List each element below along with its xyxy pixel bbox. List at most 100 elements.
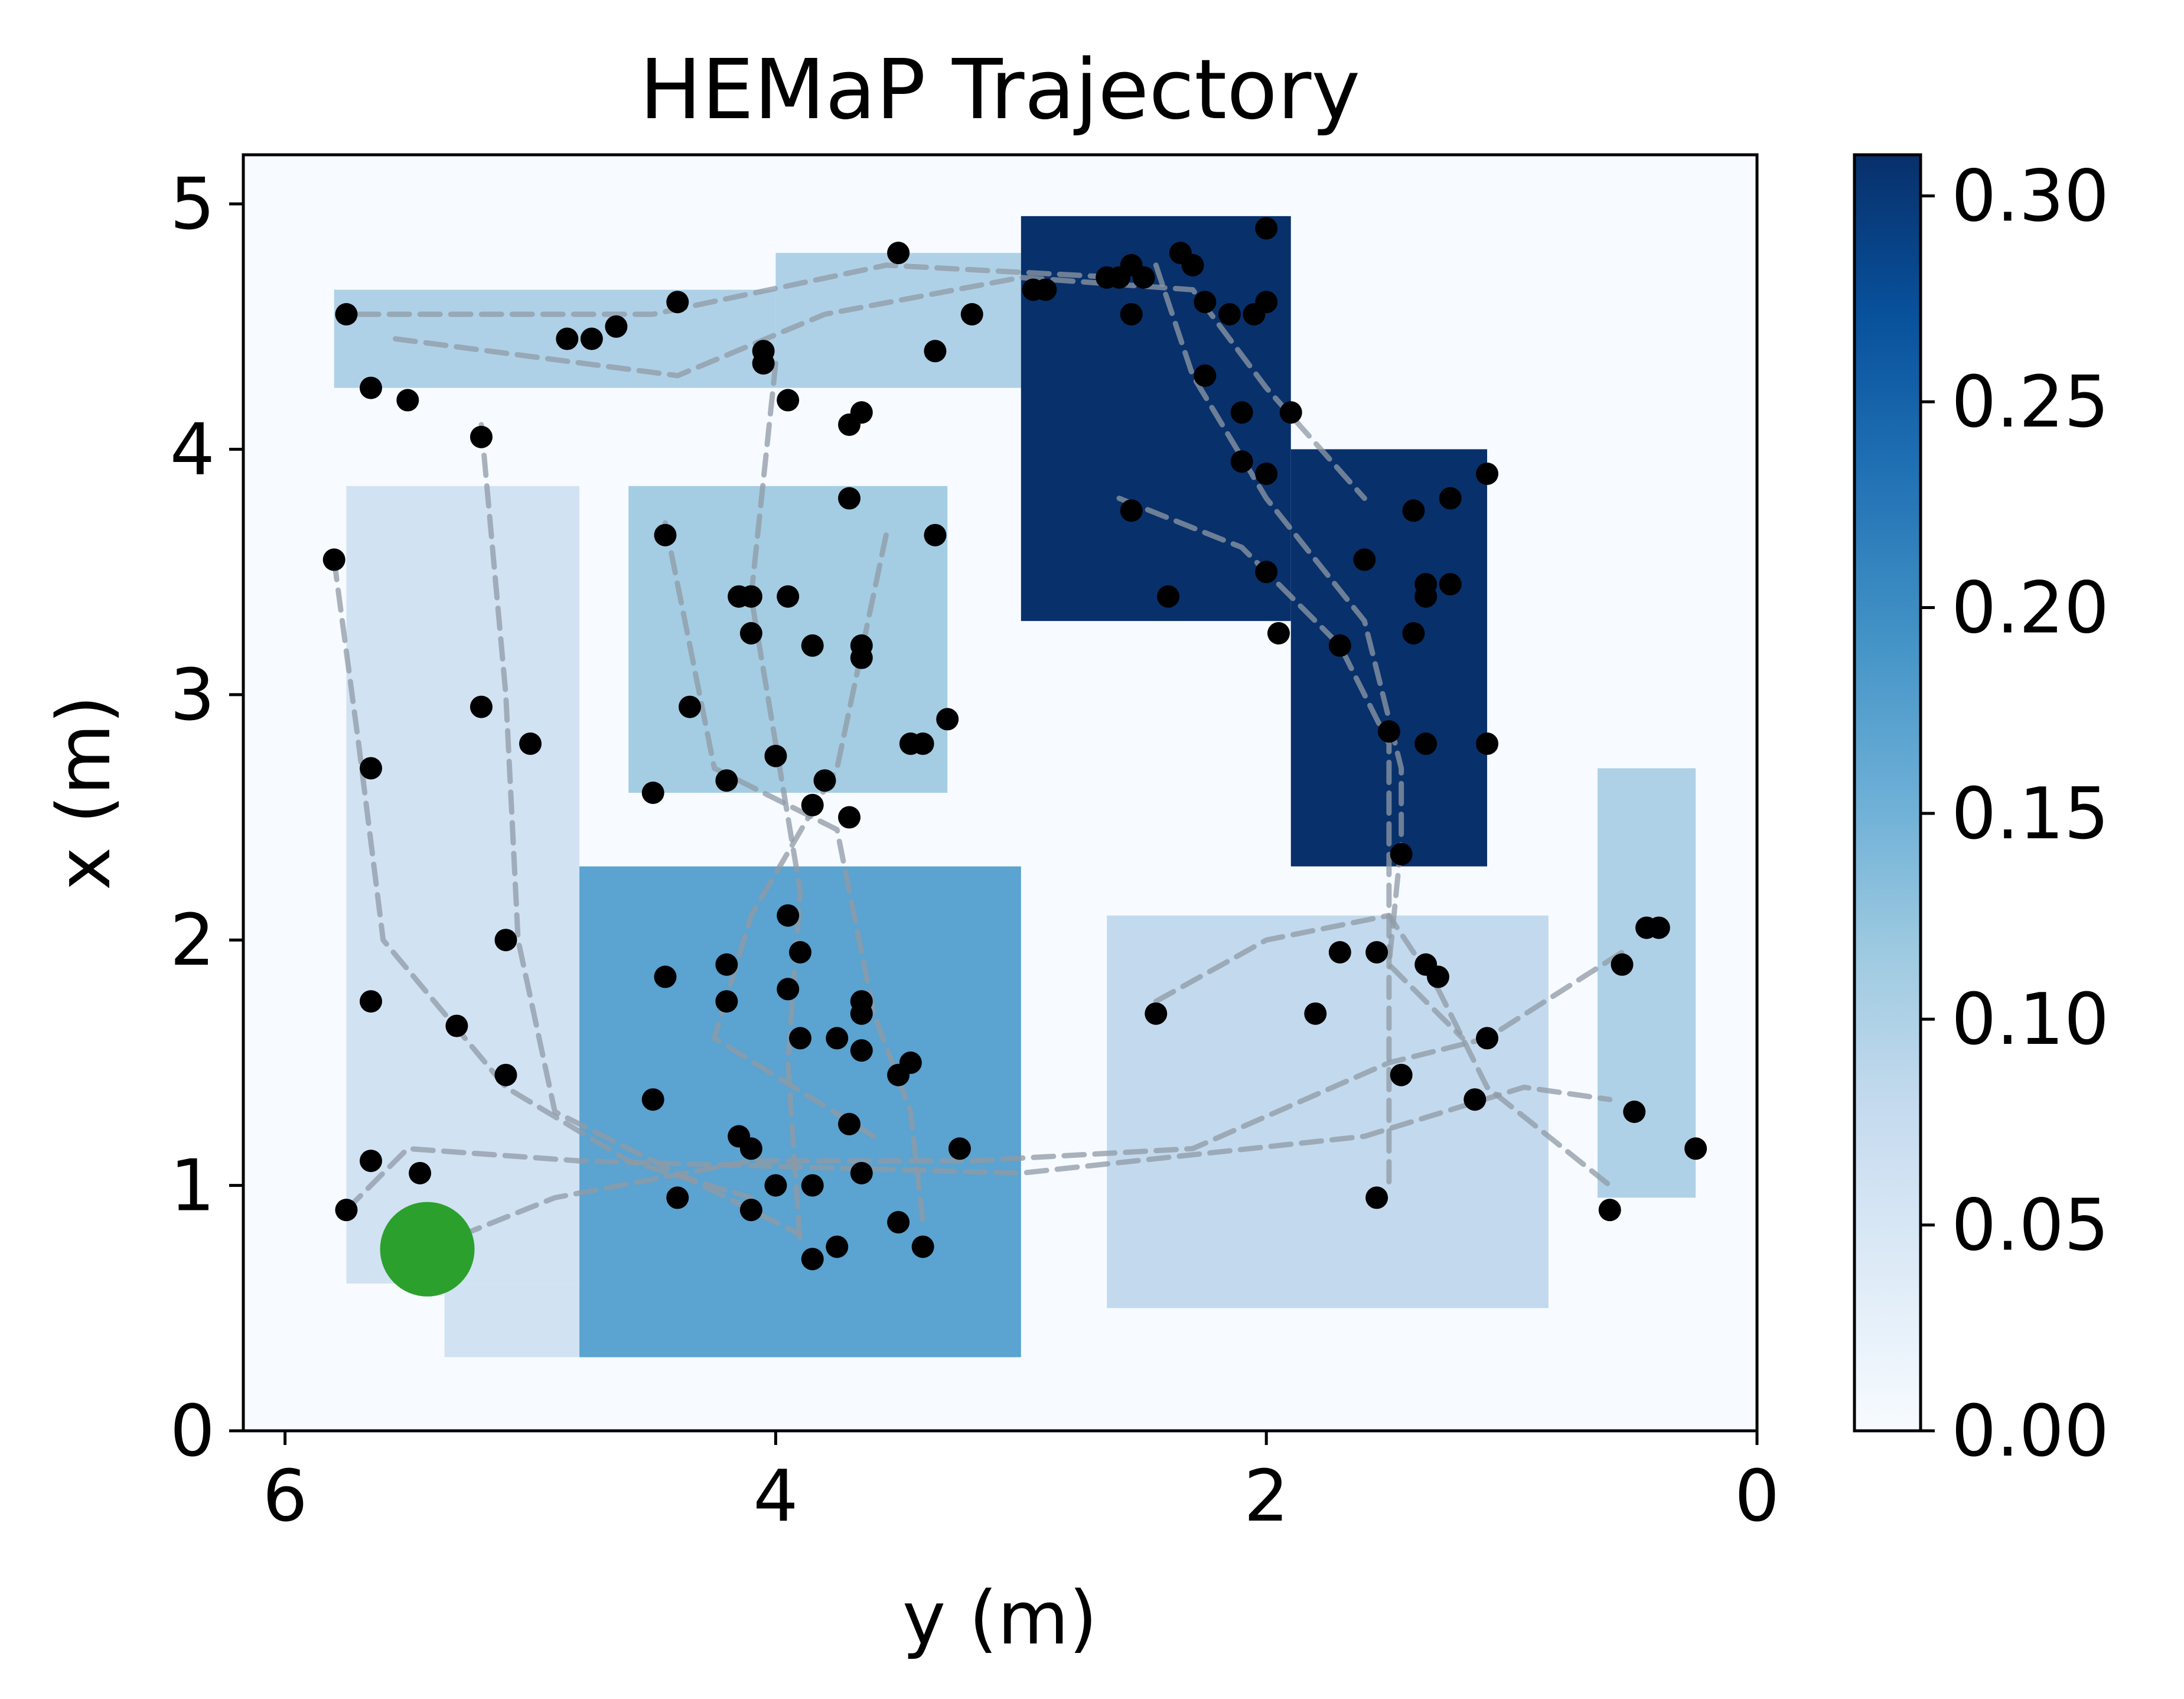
waypoint-marker: [494, 929, 517, 952]
plot-frame: [242, 153, 1759, 1433]
waypoint-marker: [1611, 953, 1634, 976]
waypoint-marker: [1390, 842, 1413, 865]
waypoint-marker: [1623, 1101, 1646, 1123]
waypoint-marker: [752, 352, 775, 375]
waypoint-marker: [1476, 463, 1499, 485]
waypoint-marker: [445, 1014, 468, 1037]
waypoint-marker: [1414, 585, 1437, 608]
waypoint-marker: [519, 732, 542, 755]
waypoint-marker: [887, 242, 910, 265]
waypoint-marker: [850, 401, 873, 424]
waypoint-marker: [826, 1027, 849, 1050]
waypoint-marker: [556, 327, 579, 350]
waypoint-marker: [850, 646, 873, 669]
waypoint-marker: [1218, 303, 1241, 326]
waypoint-marker: [887, 1210, 910, 1233]
waypoint-marker: [666, 1186, 689, 1209]
waypoint-marker: [396, 389, 419, 412]
waypoint-marker: [1402, 499, 1425, 522]
x-tick-label: 4: [753, 1456, 798, 1538]
waypoint-marker: [1255, 561, 1278, 584]
waypoint-marker: [360, 990, 383, 1013]
waypoint-marker: [948, 1137, 971, 1160]
trajectory-lines: [331, 262, 1625, 1249]
waypoint-marker: [838, 487, 861, 510]
waypoint-marker: [470, 695, 493, 718]
waypoint-marker: [739, 622, 762, 645]
waypoint-marker: [654, 965, 677, 988]
waypoint-marker: [1439, 487, 1462, 510]
waypoint-marker: [739, 1137, 762, 1160]
waypoint-marker: [1194, 291, 1217, 314]
waypoint-marker: [1157, 585, 1180, 608]
waypoint-marker: [1365, 941, 1388, 964]
y-tick-label: 4: [170, 409, 215, 491]
waypoint-marker: [360, 757, 383, 780]
waypoint-marker: [1463, 1088, 1487, 1111]
waypoint-marker: [1328, 941, 1351, 964]
waypoint-marker: [887, 1063, 910, 1086]
waypoint-marker: [1120, 303, 1143, 326]
colorbar-tick-label: 0.20: [1951, 567, 2109, 649]
region-left-tail: [444, 1283, 580, 1358]
waypoint-marker: [838, 806, 861, 829]
region-center-lower: [579, 866, 1021, 1358]
waypoint-marker: [788, 1027, 811, 1050]
waypoint-marker: [1426, 965, 1449, 988]
waypoint-marker: [1132, 266, 1155, 289]
trajectory-line: [748, 360, 803, 1249]
waypoint-marker: [764, 744, 787, 767]
waypoint-marker: [715, 990, 738, 1013]
waypoint-marker: [360, 376, 383, 399]
waypoint-marker: [470, 425, 493, 448]
waypoint-marker: [1598, 1199, 1621, 1222]
waypoint-marker: [801, 634, 824, 657]
waypoint-marker: [1476, 732, 1499, 755]
waypoint-marker: [580, 327, 603, 350]
waypoint-marker: [813, 769, 836, 792]
waypoint-marker: [1684, 1137, 1707, 1160]
waypoint-marker: [1181, 253, 1204, 276]
colorbar-tick-label: 0.10: [1951, 979, 2109, 1061]
waypoint-marker: [1377, 720, 1400, 743]
waypoint-marker: [1304, 1002, 1327, 1025]
y-axis-ticks: 0 1 2 3 4 5: [170, 164, 243, 1473]
waypoint-marker: [1194, 364, 1217, 387]
waypoint-marker: [335, 1199, 358, 1222]
waypoint-marker: [801, 1248, 824, 1271]
waypoint-marker: [1145, 1002, 1168, 1025]
waypoint-marker: [1328, 634, 1351, 657]
waypoint-marker: [826, 1235, 849, 1258]
region-center-upper: [628, 486, 948, 793]
colorbar-ticks: 0.00 0.05 0.10 0.15 0.20 0.25 0.30: [1921, 156, 2109, 1473]
trajectory-line: [331, 556, 754, 1200]
colorbar-tick-label: 0.30: [1951, 156, 2109, 238]
waypoint-marker: [1255, 463, 1278, 485]
waypoint-marker: [1414, 732, 1437, 755]
y-tick-label: 1: [170, 1145, 215, 1228]
waypoint-marker: [1279, 401, 1302, 424]
trajectory-line: [478, 422, 803, 1238]
x-axis-label: y (m): [902, 1576, 1097, 1661]
waypoint-marker: [641, 782, 664, 804]
waypoint-marker: [715, 769, 738, 792]
waypoint-marker: [960, 303, 983, 326]
y-tick-label: 2: [170, 900, 215, 982]
waypoint-marker: [801, 1174, 824, 1197]
waypoint-marker: [1243, 303, 1266, 326]
waypoint-marker: [1120, 499, 1143, 522]
waypoint-marker: [1439, 572, 1462, 595]
trajectory-line: [1153, 262, 1466, 1041]
waypoint-marker: [924, 340, 947, 363]
waypoint-marker: [335, 303, 358, 326]
waypoint-marker: [1365, 1186, 1388, 1209]
waypoint-marker: [801, 793, 824, 816]
waypoint-marker: [1230, 450, 1253, 473]
trajectory-line: [343, 1084, 1613, 1213]
colorbar-tick-label: 0.15: [1951, 773, 2109, 855]
colorbar: [1853, 153, 1922, 1433]
waypoint-marker: [1255, 217, 1278, 240]
waypoint-marker: [850, 1002, 873, 1025]
waypoint-marker: [1353, 548, 1376, 571]
y-axis-label: x (m): [42, 695, 127, 890]
